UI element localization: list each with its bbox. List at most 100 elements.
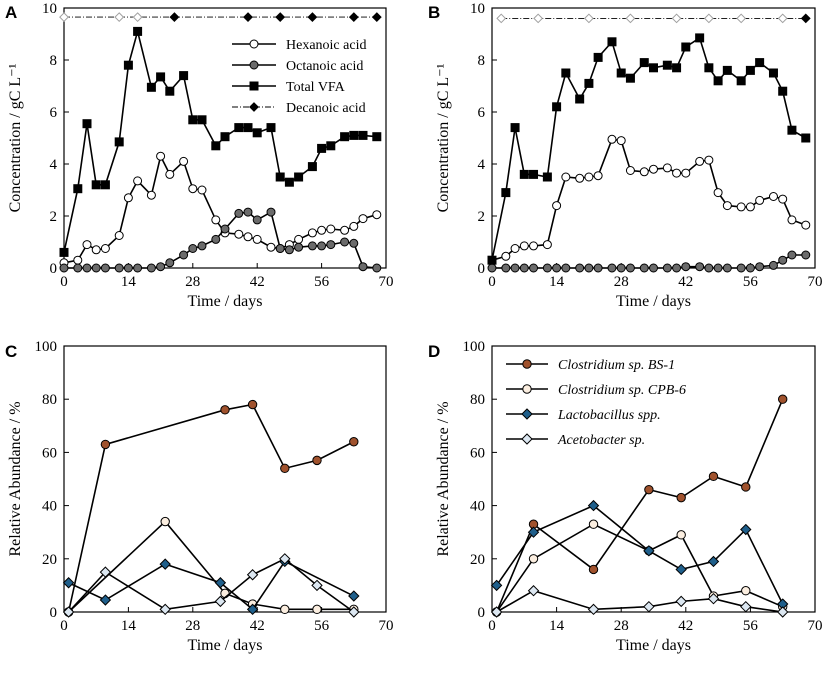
data-point bbox=[188, 115, 198, 125]
data-point bbox=[358, 130, 368, 140]
legend-item: Decanoic acid bbox=[232, 101, 366, 116]
data-point bbox=[266, 207, 276, 217]
data-point bbox=[266, 123, 276, 133]
data-point bbox=[114, 231, 124, 240]
y-tick-label: 10 bbox=[42, 1, 57, 17]
y-tick-label: 0 bbox=[50, 261, 58, 277]
data-point bbox=[317, 225, 327, 235]
data-point bbox=[146, 190, 156, 200]
data-point bbox=[768, 192, 778, 201]
data-point bbox=[695, 33, 705, 43]
data-point bbox=[704, 263, 714, 273]
data-point bbox=[583, 13, 594, 24]
data-point bbox=[681, 168, 691, 178]
data-point bbox=[59, 247, 69, 257]
series-line bbox=[68, 557, 355, 613]
data-point bbox=[91, 180, 101, 190]
panel-b: B 0 14 28 42 56 70 0 2 4 6 8 10 Time / days Concentrat… bbox=[428, 1, 823, 310]
panel-d: D 0 14 28 42 56 70 0 20 40 60 80 100 Time / days Relat… bbox=[428, 339, 823, 654]
data-point bbox=[266, 242, 276, 252]
y-axis-label: Relative Abundance / % bbox=[7, 401, 24, 556]
series-line bbox=[491, 36, 807, 261]
data-point bbox=[62, 577, 75, 589]
data-point bbox=[703, 13, 714, 24]
series-total-vfa bbox=[59, 26, 382, 257]
series-clostridium-sp-bs-1 bbox=[63, 399, 359, 617]
data-point bbox=[778, 194, 788, 204]
legend-marker bbox=[249, 39, 259, 49]
data-point bbox=[510, 244, 520, 253]
data-point bbox=[588, 519, 599, 529]
data-point bbox=[307, 228, 317, 238]
data-point bbox=[340, 225, 350, 235]
data-point bbox=[501, 188, 511, 198]
data-point bbox=[542, 263, 552, 273]
data-point bbox=[284, 177, 294, 187]
data-point bbox=[510, 263, 520, 273]
series-line bbox=[68, 520, 354, 613]
data-point bbox=[372, 263, 382, 273]
legend-marker bbox=[521, 408, 533, 420]
legend-label: Octanoic acid bbox=[286, 59, 363, 74]
data-point bbox=[575, 263, 585, 273]
data-point bbox=[159, 558, 171, 570]
y-tick-label: 8 bbox=[478, 53, 486, 69]
x-tick-label: 0 bbox=[60, 618, 68, 634]
x-axis-label: Time / days bbox=[188, 293, 263, 310]
data-point bbox=[588, 564, 599, 575]
series-line bbox=[64, 210, 377, 269]
data-point bbox=[317, 143, 327, 153]
data-point bbox=[294, 172, 304, 182]
data-point bbox=[776, 606, 789, 618]
data-point bbox=[179, 71, 189, 81]
data-point bbox=[197, 185, 207, 195]
data-point bbox=[672, 63, 682, 73]
panel-label: C bbox=[5, 342, 17, 361]
data-point bbox=[243, 207, 253, 217]
data-point bbox=[220, 132, 230, 142]
y-tick-label: 20 bbox=[470, 552, 485, 568]
data-point bbox=[279, 553, 291, 565]
data-point bbox=[234, 123, 244, 133]
data-point bbox=[371, 12, 382, 23]
data-point bbox=[593, 171, 603, 181]
legend-marker bbox=[522, 359, 532, 369]
data-point bbox=[561, 172, 571, 182]
x-tick-label: 70 bbox=[379, 618, 394, 634]
data-point bbox=[234, 208, 244, 218]
data-point bbox=[59, 263, 69, 273]
data-point bbox=[372, 210, 382, 220]
data-point bbox=[123, 193, 133, 203]
data-point bbox=[713, 76, 723, 86]
data-point bbox=[214, 577, 227, 589]
legend-marker bbox=[522, 384, 532, 394]
y-axis-label: Concentration / gC L⁻¹ bbox=[7, 63, 24, 212]
y-tick-label: 10 bbox=[470, 1, 485, 17]
data-point bbox=[211, 234, 221, 244]
legend-item: Clostridium sp. CPB-6 bbox=[506, 383, 686, 398]
data-point bbox=[275, 244, 285, 253]
y-tick-label: 8 bbox=[50, 53, 58, 69]
data-point bbox=[529, 263, 539, 273]
x-tick-label: 56 bbox=[743, 274, 759, 290]
panel-c: C 0 14 28 42 56 70 0 20 40 60 80 100 Time / days Relat… bbox=[5, 339, 394, 654]
x-axis-label: Time / days bbox=[188, 637, 263, 654]
data-point bbox=[165, 169, 175, 179]
legend-label: Lactobacillus spp. bbox=[557, 408, 661, 423]
x-tick-label: 42 bbox=[678, 274, 693, 290]
data-point bbox=[745, 202, 755, 212]
series-decanoic-acid bbox=[59, 12, 382, 23]
y-tick-label: 0 bbox=[478, 605, 486, 621]
data-point bbox=[243, 123, 253, 133]
plot-frame bbox=[63, 345, 387, 613]
data-point bbox=[73, 255, 83, 265]
data-point bbox=[741, 586, 751, 596]
data-point bbox=[159, 603, 171, 616]
data-point bbox=[625, 13, 636, 24]
data-point bbox=[188, 244, 198, 253]
data-point bbox=[552, 102, 562, 112]
data-point bbox=[197, 241, 207, 251]
data-point bbox=[100, 180, 110, 190]
data-point bbox=[527, 585, 540, 597]
